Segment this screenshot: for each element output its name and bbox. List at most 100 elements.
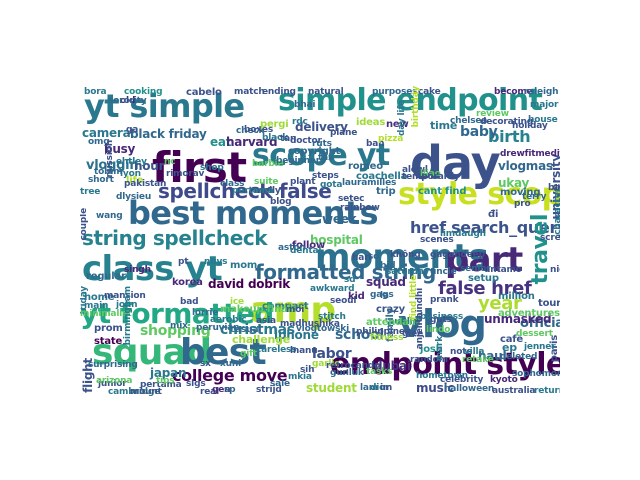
cloud-word: school [335, 327, 384, 343]
cloud-word: guts [430, 315, 452, 325]
cloud-word: garlic [312, 359, 340, 369]
cloud-word: black friday [130, 127, 207, 141]
cloud-word: uncle [430, 267, 457, 277]
cloud-word: bora [84, 87, 107, 97]
cloud-word: makeup finals [220, 304, 297, 315]
cloud-word: harvard [226, 135, 278, 149]
cloud-word: korea [172, 277, 203, 288]
cloud-word: pt [178, 257, 189, 267]
cloud-word: baby [460, 124, 498, 140]
cloud-word: pertama [232, 186, 274, 196]
cloud-word: setec [338, 194, 365, 204]
cloud-word: aston [278, 243, 306, 253]
cloud-word: jenner [524, 342, 556, 352]
cloud-word: hour [134, 159, 165, 173]
cloud-word: dessert [516, 329, 553, 339]
cloud-word: style scope [398, 177, 560, 212]
cloud-word: first [152, 143, 247, 192]
cloud-word: peruvian [196, 323, 240, 333]
cloud-word: gift [240, 349, 258, 359]
cloud-word: dior [370, 383, 390, 393]
cloud-word: best [180, 332, 267, 373]
cloud-word: day [410, 136, 501, 190]
cloud-word: ideas [356, 117, 386, 128]
cloud-word: camera [82, 126, 131, 140]
cloud-word: nc [164, 157, 176, 167]
cloud-word: im [380, 383, 393, 393]
cloud-word: natural [308, 87, 344, 97]
cloud-word: seoul [330, 296, 357, 306]
cloud-word: year [478, 293, 522, 314]
cloud-word: squad [366, 275, 406, 289]
cloud-word: black [262, 133, 289, 143]
cloud-word: dubai [374, 359, 411, 373]
cloud-word: class [220, 179, 245, 189]
cloud-word: ga [126, 125, 139, 135]
cloud-word: senior [460, 264, 491, 274]
cloud-word: moi [286, 305, 305, 315]
cloud-word: terry [522, 192, 547, 202]
cloud-word: trip [376, 186, 396, 197]
cloud-word: saturday [386, 267, 430, 277]
cloud-word: adventures [498, 308, 560, 319]
cloud-word: rimorav [166, 169, 205, 179]
cloud-word: mom [230, 260, 258, 271]
cloud-word: gagandeep [430, 250, 485, 260]
cloud-word: kid [348, 291, 365, 302]
cloud-word: sx [200, 359, 211, 369]
cloud-word: beginners [276, 156, 326, 166]
cloud-word: main [84, 301, 109, 311]
cloud-word: tour [538, 298, 560, 309]
cloud-word: yt formatted [80, 297, 274, 330]
cloud-word: week [322, 212, 357, 226]
cloud-word: gunluk [330, 368, 364, 378]
cloud-word: spellcheck false [158, 179, 332, 203]
cloud-word: ending [262, 87, 296, 97]
cloud-word: celebrity [440, 375, 484, 385]
cloud-word: eat [210, 135, 232, 149]
cloud-word: prank [430, 295, 459, 305]
cloud-word: pertama [140, 380, 182, 390]
cloud-word: temporarily [402, 172, 460, 182]
cloud-word: copyright [288, 146, 341, 157]
cloud-word: halloween [444, 384, 495, 394]
cloud-word: random [410, 355, 448, 365]
cloud-word: melly [254, 186, 281, 196]
cloud-word: part [445, 240, 523, 280]
cloud-word: không [390, 250, 421, 260]
cloud-word: bad [180, 297, 199, 307]
cloud-word: tree [80, 187, 101, 197]
cloud-word: squad [92, 332, 212, 373]
cloud-word: raleigh [524, 87, 559, 97]
cloud-word: vloggin [86, 158, 139, 173]
cloud-word: kyoto [490, 375, 518, 385]
cloud-word: moments [315, 237, 489, 277]
cloud-word: prom [94, 323, 123, 334]
cloud-word: philippines [356, 327, 410, 337]
cloud-word: la [380, 291, 389, 301]
cloud-word: cant find [418, 186, 467, 197]
cloud-word: plane [330, 128, 358, 138]
cloud-word: shopping [140, 323, 211, 339]
cloud-word: crazy [376, 304, 405, 315]
cloud-word: couple [80, 208, 89, 241]
cloud-word: sih [300, 365, 315, 375]
word-cloud: first day amp vlog best moments simple endpoi… [80, 80, 560, 397]
cloud-word: fitness [370, 333, 404, 343]
cloud-word: australia [492, 386, 536, 396]
cloud-word: steps [312, 171, 339, 181]
cloud-word: student [306, 381, 357, 395]
cloud-word: ukay [498, 176, 530, 190]
cloud-word: tax [318, 153, 334, 163]
cloud-word: xuni [220, 359, 241, 369]
cloud-word: class yt [82, 249, 223, 289]
cloud-word: ice [230, 297, 244, 307]
cloud-word: mix [170, 321, 188, 331]
cloud-word: cafe [500, 334, 524, 345]
cloud-word: unmasked [484, 312, 552, 326]
cloud-word: find little [409, 275, 419, 320]
cloud-word: simple endpoint [278, 83, 543, 118]
cloud-word: ruts [312, 139, 332, 149]
cloud-word: compact [262, 301, 309, 312]
